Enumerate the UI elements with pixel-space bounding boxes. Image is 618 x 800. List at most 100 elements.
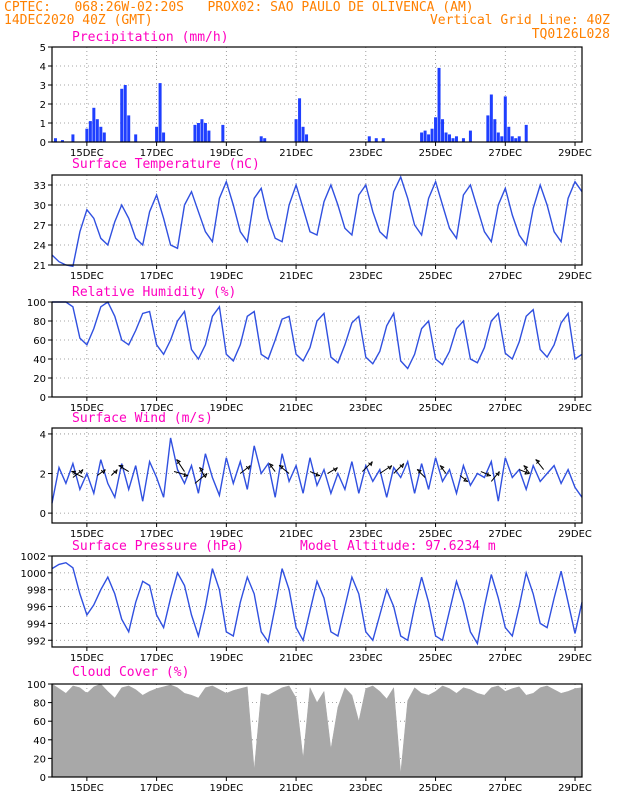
wind-vector-arrow — [198, 467, 206, 478]
wind-xtick-label: 19DEC — [209, 529, 243, 540]
wind-vector-head — [523, 465, 529, 470]
rh-xtick-label: 15DEC — [70, 403, 104, 414]
precip-bar — [503, 96, 507, 142]
pres-xtick-label: 29DEC — [558, 653, 592, 664]
pres-panel-frame — [51, 555, 583, 648]
precip-bar — [434, 117, 438, 142]
rh-xtick-label: 27DEC — [488, 403, 522, 414]
wind-vector-head — [268, 463, 274, 468]
wind-series-line — [51, 437, 583, 504]
cloud-xtick-label: 19DEC — [209, 783, 243, 794]
precip-bar — [221, 124, 225, 142]
header-date-line: 14DEC2020 40Z (GMT) — [4, 13, 153, 28]
precip-bar — [158, 83, 162, 142]
precip-xtick-label: 27DEC — [488, 148, 522, 159]
wind-vector-head — [199, 467, 204, 472]
temp-xtick-label: 25DEC — [419, 271, 453, 282]
precip-bar — [95, 119, 99, 142]
pres-series-line — [51, 561, 583, 646]
precip-bar — [85, 128, 89, 142]
wind-vector-arrow — [309, 471, 321, 477]
wind-vector-head — [333, 467, 338, 472]
precip-bar — [294, 119, 298, 142]
cloud-ytick-label: 0 — [40, 773, 46, 784]
wind-vector-head — [118, 465, 124, 470]
precip-bar — [301, 126, 305, 142]
precip-bar — [92, 107, 96, 142]
wind-vector-arrow — [176, 459, 185, 472]
rh-xtick-label: 21DEC — [279, 403, 313, 414]
wind-vector-arrow — [379, 465, 393, 474]
temp-xtick-label: 17DEC — [140, 271, 174, 282]
rh-ytick-label: 80 — [33, 317, 46, 328]
cloud-ytick-label: 60 — [33, 717, 46, 728]
precip-ytick-label: 4 — [40, 62, 46, 73]
temp-ytick-label: 27 — [33, 221, 46, 232]
rh-series-line — [52, 300, 583, 370]
precip-bar — [193, 124, 197, 142]
precip-ytick-label: 2 — [40, 100, 46, 111]
precip-bar — [102, 132, 106, 142]
precip-bar — [120, 88, 124, 142]
precip-bar — [454, 136, 458, 142]
wind-xtick-label: 25DEC — [419, 529, 453, 540]
wind-vector-arrow — [71, 471, 84, 478]
cloud-ytick-label: 100 — [27, 680, 46, 691]
wind-vector-head — [245, 465, 251, 471]
temp-ytick-label: 30 — [33, 201, 46, 212]
wind-vector-arrow — [278, 465, 290, 474]
wind-vector-arrow — [239, 465, 251, 474]
cloud-xtick-label: 25DEC — [419, 783, 453, 794]
cloud-area — [51, 683, 583, 778]
wind-vector-head — [71, 470, 77, 475]
wind-title: Surface Wind (m/s) — [72, 411, 213, 426]
pres-ytick-label: 998 — [27, 586, 46, 597]
precip-bar — [496, 132, 500, 142]
precip-bar — [305, 134, 309, 142]
wind-vector-arrow — [519, 469, 530, 475]
temp-ytick-label: 24 — [33, 241, 46, 252]
cloud-ytick-label: 40 — [33, 736, 46, 747]
precip-xtick-label: 19DEC — [209, 148, 243, 159]
cloud-xtick-label: 21DEC — [279, 783, 313, 794]
cloud-xtick-label: 17DEC — [140, 783, 174, 794]
wind-vector-arrow — [327, 467, 338, 474]
precip-bar — [420, 132, 424, 142]
wind-vector-arrow — [268, 463, 276, 472]
precip-bar — [200, 119, 204, 142]
pres-title: Surface Pressure (hPa) — [72, 539, 244, 554]
precip-bar — [71, 134, 75, 142]
wind-ytick-label: 0 — [40, 509, 46, 520]
wind-ytick-label: 2 — [40, 470, 46, 481]
precip-bar — [507, 126, 511, 142]
cloud-panel-frame — [51, 683, 583, 778]
pres-ytick-label: 996 — [27, 603, 46, 614]
temp-panel-frame — [51, 174, 583, 266]
precip-bar — [162, 132, 166, 142]
wind-vector-arrow — [439, 465, 447, 474]
precip-bar — [430, 128, 434, 142]
wind-vector-arrow — [416, 469, 426, 478]
wind-vector-head — [78, 469, 84, 475]
precip-bar — [60, 140, 64, 142]
temp-xtick-label: 29DEC — [558, 271, 592, 282]
wind-xtick-label: 27DEC — [488, 529, 522, 540]
wind-xtick-label: 23DEC — [349, 529, 383, 540]
wind-vector-head — [368, 461, 373, 467]
precip-bar — [441, 119, 445, 142]
pres-ytick-label: 992 — [27, 636, 46, 647]
precip-bar — [196, 123, 200, 142]
precip-bar — [510, 136, 514, 142]
wind-vector-arrow — [523, 465, 531, 474]
precip-bar — [99, 126, 103, 142]
wind-xtick-label: 15DEC — [70, 529, 104, 540]
precip-bar — [437, 67, 441, 142]
wind-vector-head — [495, 471, 500, 477]
precip-bar — [134, 134, 138, 142]
precip-bar — [468, 130, 472, 142]
rh-panel-frame — [51, 301, 583, 398]
wind-vector-arrow — [97, 469, 106, 476]
temp-xtick-label: 19DEC — [209, 271, 243, 282]
cloud-xtick-label: 15DEC — [70, 783, 104, 794]
temp-title: Surface Temperature (nC) — [72, 157, 260, 172]
